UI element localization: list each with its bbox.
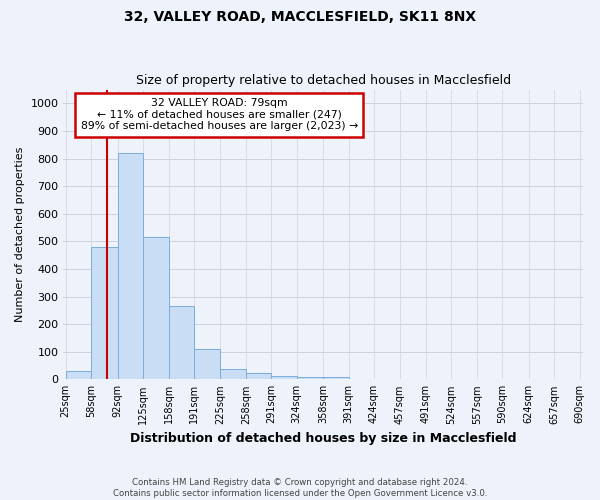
Bar [169, 306, 194, 380]
Bar [323, 377, 349, 380]
Text: Contains HM Land Registry data © Crown copyright and database right 2024.
Contai: Contains HM Land Registry data © Crown c… [113, 478, 487, 498]
Text: 32 VALLEY ROAD: 79sqm
← 11% of detached houses are smaller (247)
89% of semi-det: 32 VALLEY ROAD: 79sqm ← 11% of detached … [81, 98, 358, 132]
Y-axis label: Number of detached properties: Number of detached properties [15, 146, 25, 322]
Bar [220, 369, 246, 380]
Bar [118, 153, 143, 380]
Bar [194, 349, 220, 380]
Bar [271, 376, 297, 380]
Bar [246, 373, 271, 380]
Title: Size of property relative to detached houses in Macclesfield: Size of property relative to detached ho… [136, 74, 511, 87]
Text: 32, VALLEY ROAD, MACCLESFIELD, SK11 8NX: 32, VALLEY ROAD, MACCLESFIELD, SK11 8NX [124, 10, 476, 24]
Bar [143, 237, 169, 380]
Bar [297, 377, 323, 380]
X-axis label: Distribution of detached houses by size in Macclesfield: Distribution of detached houses by size … [130, 432, 517, 445]
Bar [91, 247, 118, 380]
Bar [66, 371, 91, 380]
